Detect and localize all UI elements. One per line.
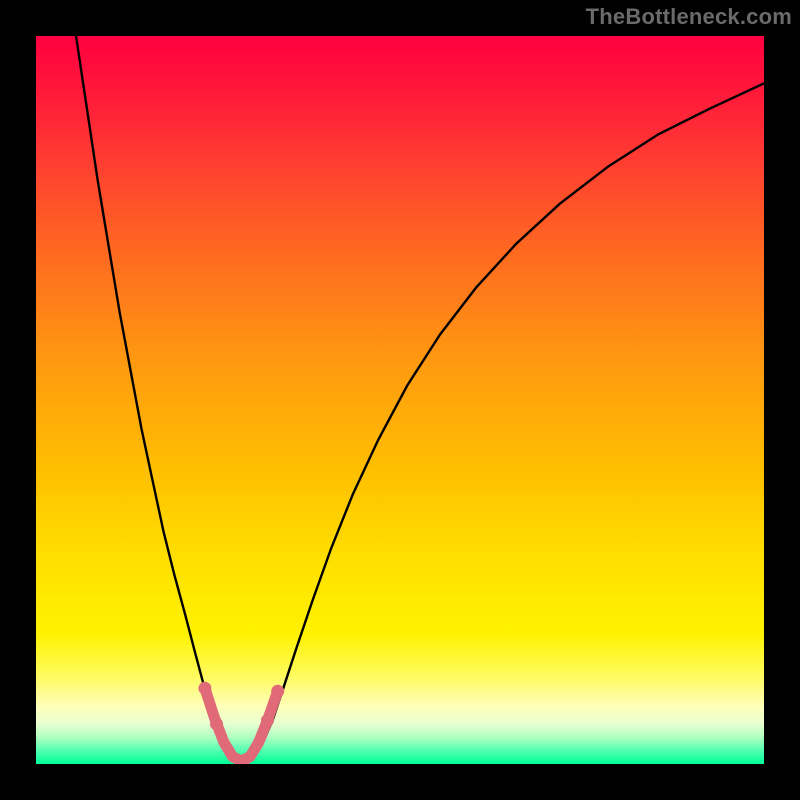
watermark-text: TheBottleneck.com: [586, 4, 792, 30]
background-gradient: [36, 36, 764, 764]
plot-area: [36, 36, 764, 764]
figure-root: TheBottleneck.com: [0, 0, 800, 800]
